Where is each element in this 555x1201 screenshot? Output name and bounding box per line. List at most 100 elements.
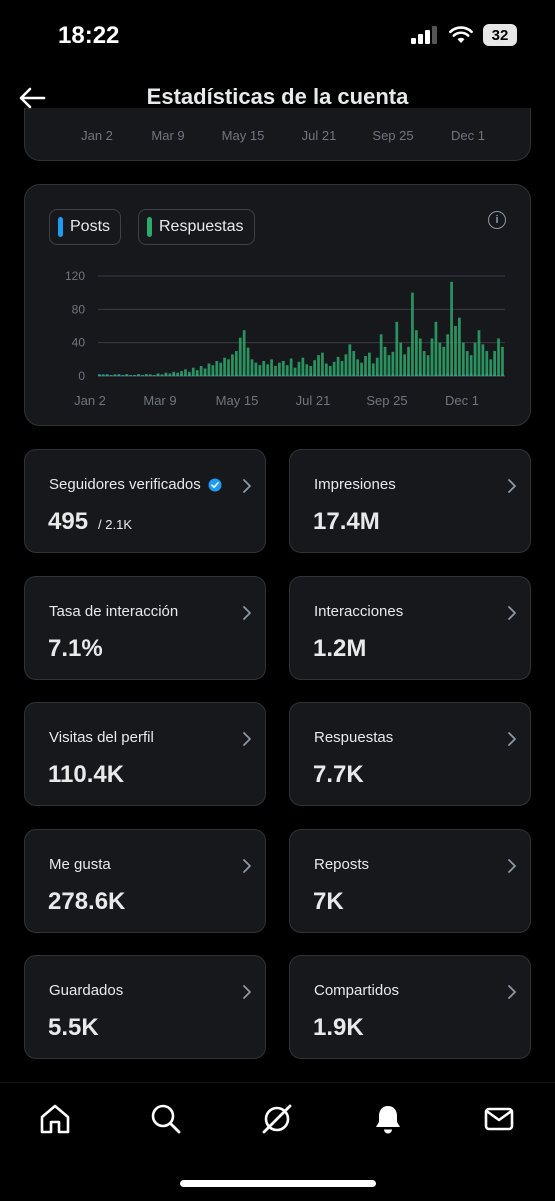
respuestas-bar (188, 371, 191, 376)
respuestas-bar (219, 362, 223, 376)
nav-search[interactable] (148, 1101, 184, 1137)
chevron-right-icon (243, 858, 251, 873)
chevron-right-icon (243, 605, 251, 620)
respuestas-bar (461, 342, 465, 376)
respuestas-bar (254, 362, 258, 376)
respuestas-bar (328, 366, 332, 376)
y-tick-label: 80 (72, 302, 86, 316)
respuestas-bar (266, 364, 270, 376)
metric-value-wrap: 7.7K (313, 761, 364, 789)
metric-label: Seguidores verificados (49, 476, 201, 493)
previous-chart-card: Jan 2 Mar 9 May 15 Jul 21 Sep 25 Dec 1 (24, 108, 531, 161)
respuestas-bar (473, 342, 477, 376)
respuestas-bar (309, 366, 313, 376)
previous-chart-tick-label: Jul 21 (301, 128, 337, 143)
respuestas-bar (383, 346, 387, 376)
metric-tile-interacciones[interactable]: Interacciones 1.2M (289, 575, 531, 680)
respuestas-bar (317, 355, 320, 376)
x-tick-label: Dec 1 (445, 393, 479, 408)
metric-value: 110.4K (48, 761, 125, 788)
status-time: 18:22 (58, 22, 120, 49)
respuestas-bar (246, 347, 250, 376)
nav-notifications[interactable] (370, 1101, 406, 1137)
respuestas-bar (250, 359, 254, 376)
metric-label-wrap: Interacciones (314, 603, 403, 620)
respuestas-bar (227, 359, 230, 376)
x-tick-label: Sep 25 (366, 393, 407, 408)
metric-value-wrap: 17.4M (313, 508, 380, 536)
metric-value: 5.5K (48, 1014, 99, 1041)
respuestas-bar (168, 373, 172, 376)
metric-value: 495 (48, 508, 89, 535)
metric-tile-tasa-de-interaccion[interactable]: Tasa de interacción 7.1% (24, 575, 266, 680)
respuestas-bar (375, 357, 379, 376)
nav-grok[interactable] (259, 1101, 295, 1137)
metric-tile-seguidores-verificados[interactable]: Seguidores verificados 495 / 2.1K (24, 449, 266, 553)
back-button[interactable] (14, 80, 50, 116)
respuestas-bar (285, 365, 289, 376)
metric-label-wrap: Seguidores verificados (49, 476, 222, 493)
battery-icon: 32 (483, 24, 517, 46)
respuestas-bar (301, 357, 305, 376)
chevron-right-icon (508, 479, 516, 493)
grok-icon (262, 1104, 292, 1134)
respuestas-bar (434, 321, 438, 376)
posts-bar (98, 374, 101, 376)
respuestas-bar (278, 362, 281, 376)
nav-messages[interactable] (481, 1101, 517, 1137)
respuestas-bar (489, 359, 493, 376)
previous-chart-tick-label: Sep 25 (372, 128, 414, 143)
metric-tile-visitas-del-perfil[interactable]: Visitas del perfil 110.4K (24, 702, 266, 806)
metric-tile-me-gusta[interactable]: Me gusta 278.6K (24, 828, 266, 933)
previous-chart-axis: Jan 2 Mar 9 May 15 Jul 21 Sep 25 Dec 1 (25, 128, 530, 144)
signal-icon (411, 26, 437, 44)
status-bar: 18:22 32 (0, 0, 555, 70)
respuestas-bar (180, 371, 183, 376)
respuestas-bar (313, 360, 316, 376)
respuestas-bar (395, 321, 399, 376)
respuestas-bar (234, 351, 238, 376)
respuestas-bar (344, 354, 348, 376)
y-tick-label: 0 (78, 369, 85, 383)
respuestas-bar (332, 361, 336, 376)
respuestas-bar (368, 352, 371, 376)
respuestas-bar (262, 361, 266, 376)
respuestas-bar (305, 364, 309, 376)
x-tick-label: Mar 9 (143, 393, 176, 408)
legend-respuestas-label: Respuestas (159, 218, 244, 235)
respuestas-bar (391, 351, 395, 376)
metric-tile-respuestas[interactable]: Respuestas 7.7K (289, 702, 531, 806)
metric-value-wrap: 5.5K (48, 1014, 99, 1042)
chevron-right-icon (243, 732, 251, 746)
respuestas-bar (223, 357, 226, 376)
info-icon[interactable]: i (488, 211, 506, 229)
home-indicator (180, 1180, 376, 1187)
nav-home[interactable] (37, 1101, 73, 1137)
metric-total: / 2.1K (98, 517, 133, 532)
respuestas-bar (399, 342, 403, 376)
metric-value: 17.4M (313, 508, 380, 535)
metric-tile-reposts[interactable]: Reposts 7K (289, 828, 531, 933)
legend-respuestas-swatch (147, 217, 152, 237)
respuestas-bar (109, 375, 113, 376)
metric-tile-guardados[interactable]: Guardados 5.5K (24, 955, 266, 1059)
metric-label: Impresiones (314, 476, 396, 493)
legend-respuestas[interactable]: Respuestas (138, 209, 255, 245)
metric-tile-impresiones[interactable]: Impresiones 17.4M (289, 449, 531, 553)
respuestas-bar (422, 351, 426, 376)
wifi-icon (449, 26, 473, 43)
respuestas-bar (414, 330, 418, 376)
metric-tile-compartidos[interactable]: Compartidos 1.9K (289, 955, 531, 1059)
respuestas-bar (501, 346, 504, 376)
respuestas-bar (387, 355, 391, 376)
metric-value: 7.1% (48, 634, 103, 662)
metric-value: 7K (313, 887, 344, 915)
respuestas-bar (203, 368, 207, 376)
metric-label: Interacciones (314, 602, 404, 620)
respuestas-bar (352, 351, 356, 376)
posts-bar (105, 374, 109, 376)
respuestas-bar (98, 375, 101, 376)
legend-posts[interactable]: Posts (49, 209, 122, 245)
metric-label: Respuestas (314, 729, 394, 746)
metric-label-wrap: Reposts (314, 856, 369, 873)
